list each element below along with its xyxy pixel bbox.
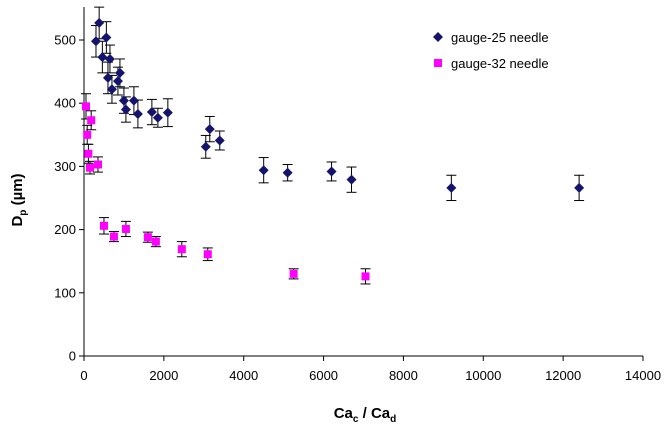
data-point-square (143, 233, 152, 242)
data-point-square (151, 237, 160, 246)
data-point-square (203, 250, 212, 259)
y-tick-label: 200 (54, 222, 76, 237)
y-ticks: 0 100 200 300 400 500 (54, 33, 84, 364)
data-point-diamond (120, 104, 131, 115)
data-point-diamond (162, 107, 173, 118)
legend-item-gauge-25: gauge-25 needle (433, 30, 549, 45)
data-point-diamond (97, 52, 108, 63)
x-tick-label: 6000 (309, 368, 338, 383)
x-tick-label: 10000 (465, 368, 501, 383)
data-point-diamond (326, 166, 337, 177)
data-point-diamond (214, 135, 225, 146)
data-point-diamond (146, 107, 157, 118)
data-point-diamond (346, 174, 357, 185)
data-point-diamond (152, 112, 163, 123)
data-point-square (177, 245, 186, 254)
x-tick-label: 0 (80, 368, 87, 383)
error-bars (80, 6, 585, 285)
y-tick-label: 500 (54, 33, 76, 48)
data-points (81, 17, 585, 281)
data-point-diamond (101, 32, 112, 43)
data-point-square (81, 102, 90, 111)
data-point-diamond (446, 182, 457, 193)
data-point-diamond (90, 36, 101, 47)
x-tick-label: 8000 (389, 368, 418, 383)
data-point-diamond (94, 17, 105, 28)
data-point-diamond (106, 84, 117, 95)
data-point-square (121, 224, 130, 233)
data-point-diamond (128, 95, 139, 106)
y-axis-title: Dp (µm) (9, 173, 29, 226)
data-point-square (93, 160, 102, 169)
data-point-square (289, 269, 298, 278)
y-tick-label: 100 (54, 285, 76, 300)
data-point-square (85, 163, 94, 172)
data-point-diamond (102, 72, 113, 83)
x-ticks: 0 2000 4000 6000 8000 10000 12000 14000 (80, 356, 661, 383)
data-point-square (83, 130, 92, 139)
axes (83, 7, 643, 357)
y-tick-label: 400 (54, 96, 76, 111)
data-point-square (84, 149, 93, 158)
data-point-diamond (258, 165, 269, 176)
data-point-diamond (574, 182, 585, 193)
data-point-diamond (200, 141, 211, 152)
legend-label-gauge-25: gauge-25 needle (451, 30, 549, 45)
legend: gauge-25 needle gauge-32 needle (433, 30, 549, 71)
data-point-diamond (204, 124, 215, 135)
y-tick-label: 300 (54, 159, 76, 174)
data-point-diamond (114, 67, 125, 78)
data-point-diamond (104, 53, 115, 64)
x-tick-label: 12000 (545, 368, 581, 383)
legend-item-gauge-32: gauge-32 needle (434, 56, 549, 71)
x-tick-label: 2000 (149, 368, 178, 383)
data-point-diamond (282, 167, 293, 178)
data-point-diamond (112, 76, 123, 87)
legend-label-gauge-32: gauge-32 needle (451, 56, 549, 71)
x-tick-label: 14000 (625, 368, 661, 383)
legend-marker-square (434, 59, 442, 67)
data-point-diamond (118, 95, 129, 106)
y-tick-label: 0 (69, 349, 76, 364)
data-point-square (361, 272, 370, 281)
data-point-square (87, 116, 96, 125)
x-tick-label: 4000 (229, 368, 258, 383)
x-axis-title: Cac / Cad (334, 405, 397, 425)
data-point-square (109, 232, 118, 241)
legend-marker-diamond (433, 32, 443, 42)
data-point-diamond (132, 108, 143, 119)
data-point-square (99, 221, 108, 230)
